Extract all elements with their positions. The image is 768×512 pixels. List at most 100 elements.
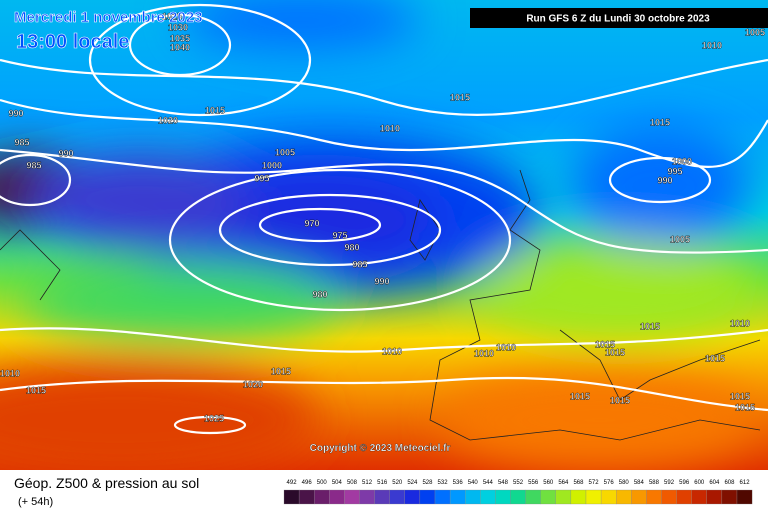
- isobar-label: 1010: [382, 346, 402, 356]
- isobar-label: 1015: [610, 395, 630, 405]
- scale-swatch: [585, 489, 602, 505]
- scale-label: 500: [317, 480, 328, 486]
- isobar-label: 1015: [595, 339, 615, 349]
- isobar-label: 995: [254, 173, 269, 183]
- scale-label: 520: [392, 480, 403, 486]
- time: 13:00 locale: [16, 31, 129, 53]
- isobar-label: 1015: [271, 366, 291, 376]
- scale-label: 588: [649, 480, 660, 486]
- isobar-label: 1025: [162, 11, 182, 21]
- scale-label: 564: [558, 480, 569, 486]
- scale-label: 572: [589, 480, 600, 486]
- isobar-label: 1035: [170, 33, 190, 43]
- isobar-label: 985: [352, 259, 367, 269]
- scale-label: 600: [694, 480, 705, 486]
- isobar-label: 1015: [605, 347, 625, 357]
- legend-title: Géop. Z500 & pression au sol: [14, 475, 199, 491]
- scale-swatch: [449, 489, 466, 505]
- isobar-label: 1040: [170, 42, 190, 52]
- scale-swatch: [510, 489, 526, 505]
- isobar-label: 1005: [670, 234, 690, 244]
- isobar-label: 1010: [730, 318, 750, 328]
- isobar-label: 1015: [705, 353, 725, 363]
- scale-label: 532: [438, 480, 449, 486]
- isobar-label: 1000: [262, 160, 282, 170]
- scale-label: 496: [302, 480, 313, 486]
- isobar-label: 1025: [204, 413, 224, 423]
- isobar-label: 1020: [243, 379, 263, 389]
- scale-label: 584: [634, 480, 645, 486]
- scale-swatch: [298, 489, 315, 505]
- scale-label: 556: [528, 480, 539, 486]
- isobar-label: 1015: [650, 117, 670, 127]
- scale-label: 580: [619, 480, 630, 486]
- scale-label: 548: [498, 480, 509, 486]
- scale-swatch: [495, 489, 511, 505]
- legend-lead: (+ 54h): [18, 496, 53, 508]
- isobar-label: 990: [374, 276, 389, 286]
- isobar-label: 1015: [640, 321, 660, 331]
- scale-label: 604: [709, 480, 720, 486]
- scale-swatch: [555, 489, 572, 505]
- isobars: [0, 3, 768, 435]
- scale-label: 492: [287, 480, 298, 486]
- isobar-label: 1015: [570, 391, 590, 401]
- scale-label: 508: [347, 480, 358, 486]
- scale-swatch: [480, 489, 496, 505]
- field-blobs: [0, 0, 760, 480]
- scale-swatch: [570, 489, 587, 505]
- scale-label: 592: [664, 480, 675, 486]
- scale-label: 568: [573, 480, 584, 486]
- isobar-label: 1010: [496, 342, 516, 352]
- copyright: Copyright © 2023 Meteociel.fr: [310, 443, 451, 454]
- scale-label: 512: [362, 480, 373, 486]
- scale-swatch: [329, 489, 345, 505]
- scale-swatch: [283, 489, 300, 505]
- scale-label: 524: [407, 480, 418, 486]
- scale-label: 608: [724, 480, 735, 486]
- date: Mercredi 1 novembre 2023: [14, 9, 202, 26]
- isobar-label: 1010: [0, 368, 20, 378]
- isobar-label: 1015: [205, 105, 225, 115]
- run-text: Run GFS 6 Z du Lundi 30 octobre 2023: [526, 14, 710, 25]
- scale-swatch: [676, 489, 692, 505]
- scale-label: 504: [332, 480, 343, 486]
- scale-label: 516: [377, 480, 388, 486]
- isobar-label: 1015: [450, 92, 470, 102]
- isobar-label: 975: [332, 230, 347, 240]
- scale-swatch: [434, 489, 451, 505]
- isobar-label: 1005: [275, 147, 295, 157]
- scale-label: 540: [468, 480, 479, 486]
- isobar-label: 985: [14, 137, 29, 147]
- scale-swatch: [540, 489, 556, 505]
- scale-swatch: [721, 489, 738, 505]
- scale-swatch: [616, 489, 632, 505]
- scale-label: 560: [543, 480, 554, 486]
- isobar-label: 1000: [672, 156, 692, 166]
- scale-swatch: [691, 489, 707, 505]
- scale-swatch: [314, 489, 330, 505]
- scale-swatch: [661, 489, 677, 505]
- scale-label: 528: [422, 480, 433, 486]
- scale-swatch: [404, 489, 421, 505]
- scale-swatch: [646, 489, 662, 505]
- scale-label: 536: [453, 480, 464, 486]
- isobar-label: 980: [344, 242, 359, 252]
- isobar-label: 1010: [380, 123, 400, 133]
- isobar-label: 1005: [745, 27, 765, 37]
- isobar-label: 985: [26, 160, 41, 170]
- scale-label: 596: [679, 480, 690, 486]
- scale-swatch: [344, 489, 360, 505]
- scale-label: 612: [740, 480, 751, 486]
- scale-swatch: [359, 489, 375, 505]
- isobar-label: 1010: [702, 40, 722, 50]
- scale-swatch: [706, 489, 723, 505]
- scale-swatch: [374, 489, 390, 505]
- scale-swatch: [389, 489, 405, 505]
- scale-swatch: [736, 489, 753, 505]
- isobar-label: 1020: [158, 115, 178, 125]
- isobar-label: 970: [304, 218, 319, 228]
- scale-label: 552: [513, 480, 524, 486]
